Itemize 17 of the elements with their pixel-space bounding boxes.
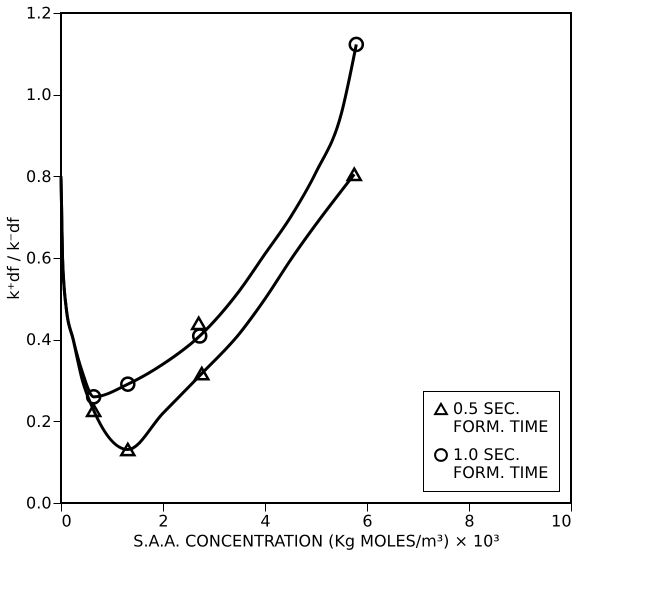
y-tick-label: 0.4 bbox=[26, 330, 52, 350]
x-tick-label: 8 bbox=[464, 512, 475, 530]
x-tick-label: 0 bbox=[62, 512, 72, 530]
y-tick-label: 0.0 bbox=[26, 494, 52, 512]
x-axis-title: S.A.A. CONCENTRATION (Kg MOLES/m³) × 10³ bbox=[133, 532, 500, 550]
x-tick-label: 4 bbox=[260, 512, 271, 530]
legend-label: 1.0 SEC. FORM. TIME bbox=[453, 445, 548, 482]
x-tick-label: 2 bbox=[158, 512, 169, 530]
y-tick-label: 1.0 bbox=[26, 85, 52, 104]
y-tick-label: 0.8 bbox=[26, 166, 52, 186]
y-axis-title: k⁺df / k⁻df bbox=[4, 216, 24, 300]
y-tick-label: 0.6 bbox=[26, 248, 52, 268]
x-tick-label: 6 bbox=[362, 512, 373, 530]
y-tick-label: 0.2 bbox=[26, 412, 52, 431]
legend-label: 0.5 SEC. FORM. TIME bbox=[453, 399, 548, 436]
x-tick-label: 10 bbox=[551, 512, 572, 530]
y-tick-label: 1.2 bbox=[26, 4, 52, 22]
